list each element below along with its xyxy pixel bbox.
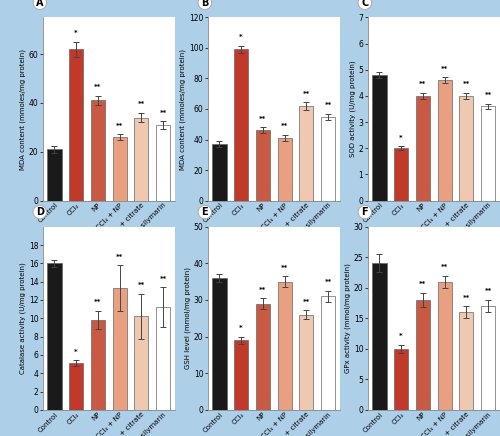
Text: **: ** bbox=[281, 265, 288, 271]
Bar bbox=[256, 130, 270, 201]
Text: **: ** bbox=[420, 281, 426, 287]
Text: **: ** bbox=[116, 254, 123, 260]
Text: **: ** bbox=[462, 81, 470, 87]
Bar bbox=[112, 288, 126, 410]
Text: *: * bbox=[74, 349, 78, 355]
Text: **: ** bbox=[94, 300, 102, 306]
Text: *: * bbox=[240, 325, 243, 331]
Bar bbox=[300, 106, 314, 201]
Text: F: F bbox=[362, 207, 368, 217]
Y-axis label: SOD activity (U/mg protein): SOD activity (U/mg protein) bbox=[349, 61, 356, 157]
Text: **: ** bbox=[420, 81, 426, 87]
Bar bbox=[460, 312, 473, 410]
Y-axis label: MDA content (mmoles/mg protein): MDA content (mmoles/mg protein) bbox=[180, 48, 186, 170]
Text: **: ** bbox=[441, 264, 448, 270]
Bar bbox=[234, 340, 248, 410]
Text: *: * bbox=[74, 31, 78, 36]
Text: *: * bbox=[400, 135, 403, 141]
Bar bbox=[372, 75, 386, 201]
Bar bbox=[416, 300, 430, 410]
Bar bbox=[48, 263, 62, 410]
Bar bbox=[321, 296, 335, 410]
Text: E: E bbox=[202, 207, 208, 217]
Y-axis label: Catalase activity (U/mg protein): Catalase activity (U/mg protein) bbox=[20, 262, 26, 374]
Text: **: ** bbox=[302, 91, 310, 97]
Bar bbox=[212, 278, 226, 410]
Text: **: ** bbox=[116, 123, 123, 129]
Bar bbox=[321, 116, 335, 201]
Bar bbox=[112, 137, 126, 201]
Bar bbox=[438, 80, 452, 201]
Bar bbox=[134, 317, 148, 410]
Text: **: ** bbox=[302, 299, 310, 305]
Text: D: D bbox=[36, 207, 44, 217]
Bar bbox=[394, 349, 408, 410]
Text: **: ** bbox=[324, 102, 332, 108]
Text: **: ** bbox=[462, 295, 470, 300]
Text: A: A bbox=[36, 0, 44, 8]
Text: **: ** bbox=[260, 286, 266, 293]
Text: **: ** bbox=[138, 101, 145, 107]
Text: **: ** bbox=[324, 279, 332, 285]
Y-axis label: GSH level (mmol/mg protein): GSH level (mmol/mg protein) bbox=[184, 267, 191, 369]
Text: B: B bbox=[201, 0, 208, 8]
Text: **: ** bbox=[484, 289, 492, 294]
Bar bbox=[460, 96, 473, 201]
Text: **: ** bbox=[160, 110, 166, 116]
Text: **: ** bbox=[260, 116, 266, 122]
Text: **: ** bbox=[138, 282, 145, 288]
Bar bbox=[69, 363, 83, 410]
Y-axis label: MDA content (mmoles/mg protein): MDA content (mmoles/mg protein) bbox=[20, 48, 26, 170]
Text: **: ** bbox=[160, 276, 166, 282]
Text: **: ** bbox=[281, 123, 288, 129]
Bar bbox=[416, 96, 430, 201]
Bar bbox=[234, 49, 248, 201]
Bar bbox=[481, 306, 495, 410]
Bar bbox=[69, 49, 83, 201]
Bar bbox=[256, 303, 270, 410]
Bar bbox=[91, 100, 105, 201]
Bar bbox=[212, 144, 226, 201]
Bar bbox=[372, 263, 386, 410]
Y-axis label: GPx activity (mmol/mg protein): GPx activity (mmol/mg protein) bbox=[344, 263, 351, 373]
Text: C: C bbox=[361, 0, 368, 8]
Bar bbox=[91, 320, 105, 410]
Bar bbox=[134, 118, 148, 201]
Bar bbox=[481, 106, 495, 201]
Bar bbox=[278, 282, 291, 410]
Bar bbox=[48, 149, 62, 201]
Bar bbox=[156, 307, 170, 410]
Text: **: ** bbox=[441, 65, 448, 72]
Text: **: ** bbox=[484, 92, 492, 98]
Bar bbox=[278, 138, 291, 201]
Bar bbox=[300, 315, 314, 410]
Bar bbox=[394, 148, 408, 201]
Bar bbox=[156, 125, 170, 201]
Text: **: ** bbox=[94, 84, 102, 90]
Bar bbox=[438, 282, 452, 410]
Text: *: * bbox=[240, 34, 243, 40]
Text: *: * bbox=[400, 333, 403, 339]
